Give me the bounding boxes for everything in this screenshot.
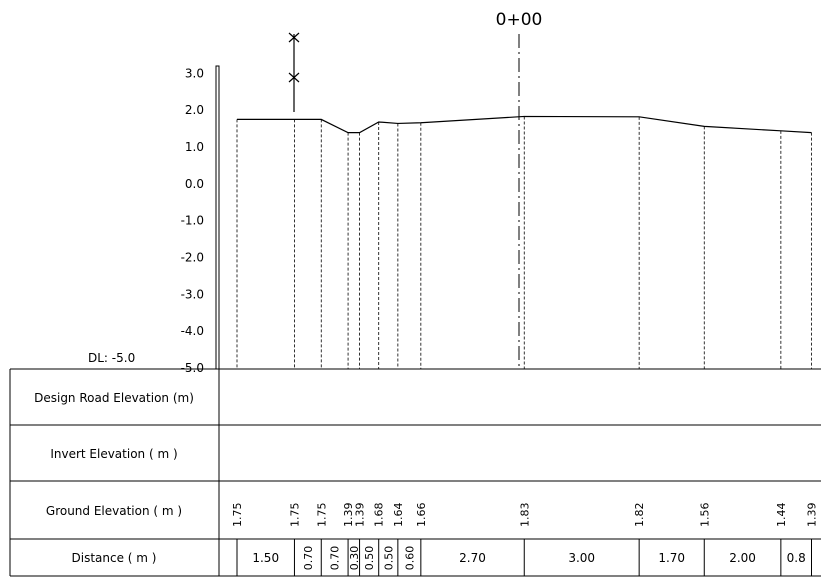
- ground-elevation-value: 1.39: [806, 503, 819, 528]
- axis-tick-label: -2.0: [181, 251, 204, 265]
- distance-value: 0.70: [329, 546, 342, 571]
- axis-tick-label: 2.0: [185, 103, 204, 117]
- ground-elevation-value: 1.64: [392, 503, 405, 528]
- axis-tick-label: -4.0: [181, 324, 204, 338]
- distance-value: 0.8: [787, 551, 806, 565]
- distance-value: 0.60: [403, 546, 416, 571]
- elevation-axis: 3.0 2.0 1.0 0.0 -1.0 -2.0 -3.0 -4.0 -5.0: [181, 65, 220, 375]
- axis-tick-label: -5.0: [181, 361, 204, 375]
- distance-value: 1.70: [658, 551, 685, 565]
- station-label: 0+00: [496, 10, 543, 30]
- distance-value: 2.70: [459, 551, 486, 565]
- distance-value: 0.50: [382, 546, 395, 571]
- ground-profile-line: [237, 115, 812, 134]
- axis-bar: [215, 65, 220, 370]
- ground-elevation-value: 1.83: [518, 503, 531, 528]
- distance-value: 3.00: [568, 551, 595, 565]
- ground-elevation-value: 1.75: [315, 503, 328, 528]
- station-lines: [236, 116, 812, 369]
- data-table: [9, 368, 821, 577]
- ground-elevation-value: 1.56: [698, 503, 711, 528]
- ground-elevation-value: 1.75: [288, 503, 301, 528]
- distance-value: 1.50: [252, 551, 279, 565]
- ground-elevation-value: 1.82: [633, 503, 646, 528]
- row-label-ground-elevation: Ground Elevation ( m ): [46, 504, 182, 518]
- ground-elevation-value: 1.75: [231, 503, 244, 528]
- axis-tick-labels: 3.0 2.0 1.0 0.0 -1.0 -2.0 -3.0 -4.0 -5.0: [181, 66, 204, 375]
- ground-elevation-value: 1.44: [775, 503, 788, 528]
- ground-elevation-value: 1.66: [415, 503, 428, 528]
- row-label-invert-elevation: Invert Elevation ( m ): [50, 447, 177, 461]
- axis-tick-label: -3.0: [181, 287, 204, 301]
- datum-label: DL: -5.0: [88, 351, 135, 365]
- ground-elevation-value: 1.39: [342, 503, 355, 528]
- axis-tick-label: 0.0: [185, 177, 204, 191]
- row-label-design-road-elevation: Design Road Elevation (m): [34, 391, 194, 405]
- ground-elevation-value: 1.39: [354, 503, 367, 528]
- row-label-distance: Distance ( m ): [72, 551, 157, 565]
- distance-value: 2.00: [729, 551, 756, 565]
- axis-tick-label: 1.0: [185, 140, 204, 154]
- axis-tick-label: -1.0: [181, 214, 204, 228]
- distance-cells: 1.50 0.70 0.70 0.30 0.50 0.50 0.60 2.70 3.00 1.70…: [236, 539, 812, 576]
- ground-elevation-values: 1.75 1.75 1.75 1.391.39 1.68 1.64 1.66 1.83 1.82…: [231, 503, 819, 528]
- distance-value: 0.50: [363, 546, 376, 571]
- ground-elevation-value: 1.68: [373, 503, 386, 528]
- axis-tick-label: 3.0: [185, 66, 204, 80]
- survey-marker-icon: [288, 32, 300, 112]
- distance-value: 0.30: [348, 546, 361, 571]
- distance-value: 0.70: [302, 546, 315, 571]
